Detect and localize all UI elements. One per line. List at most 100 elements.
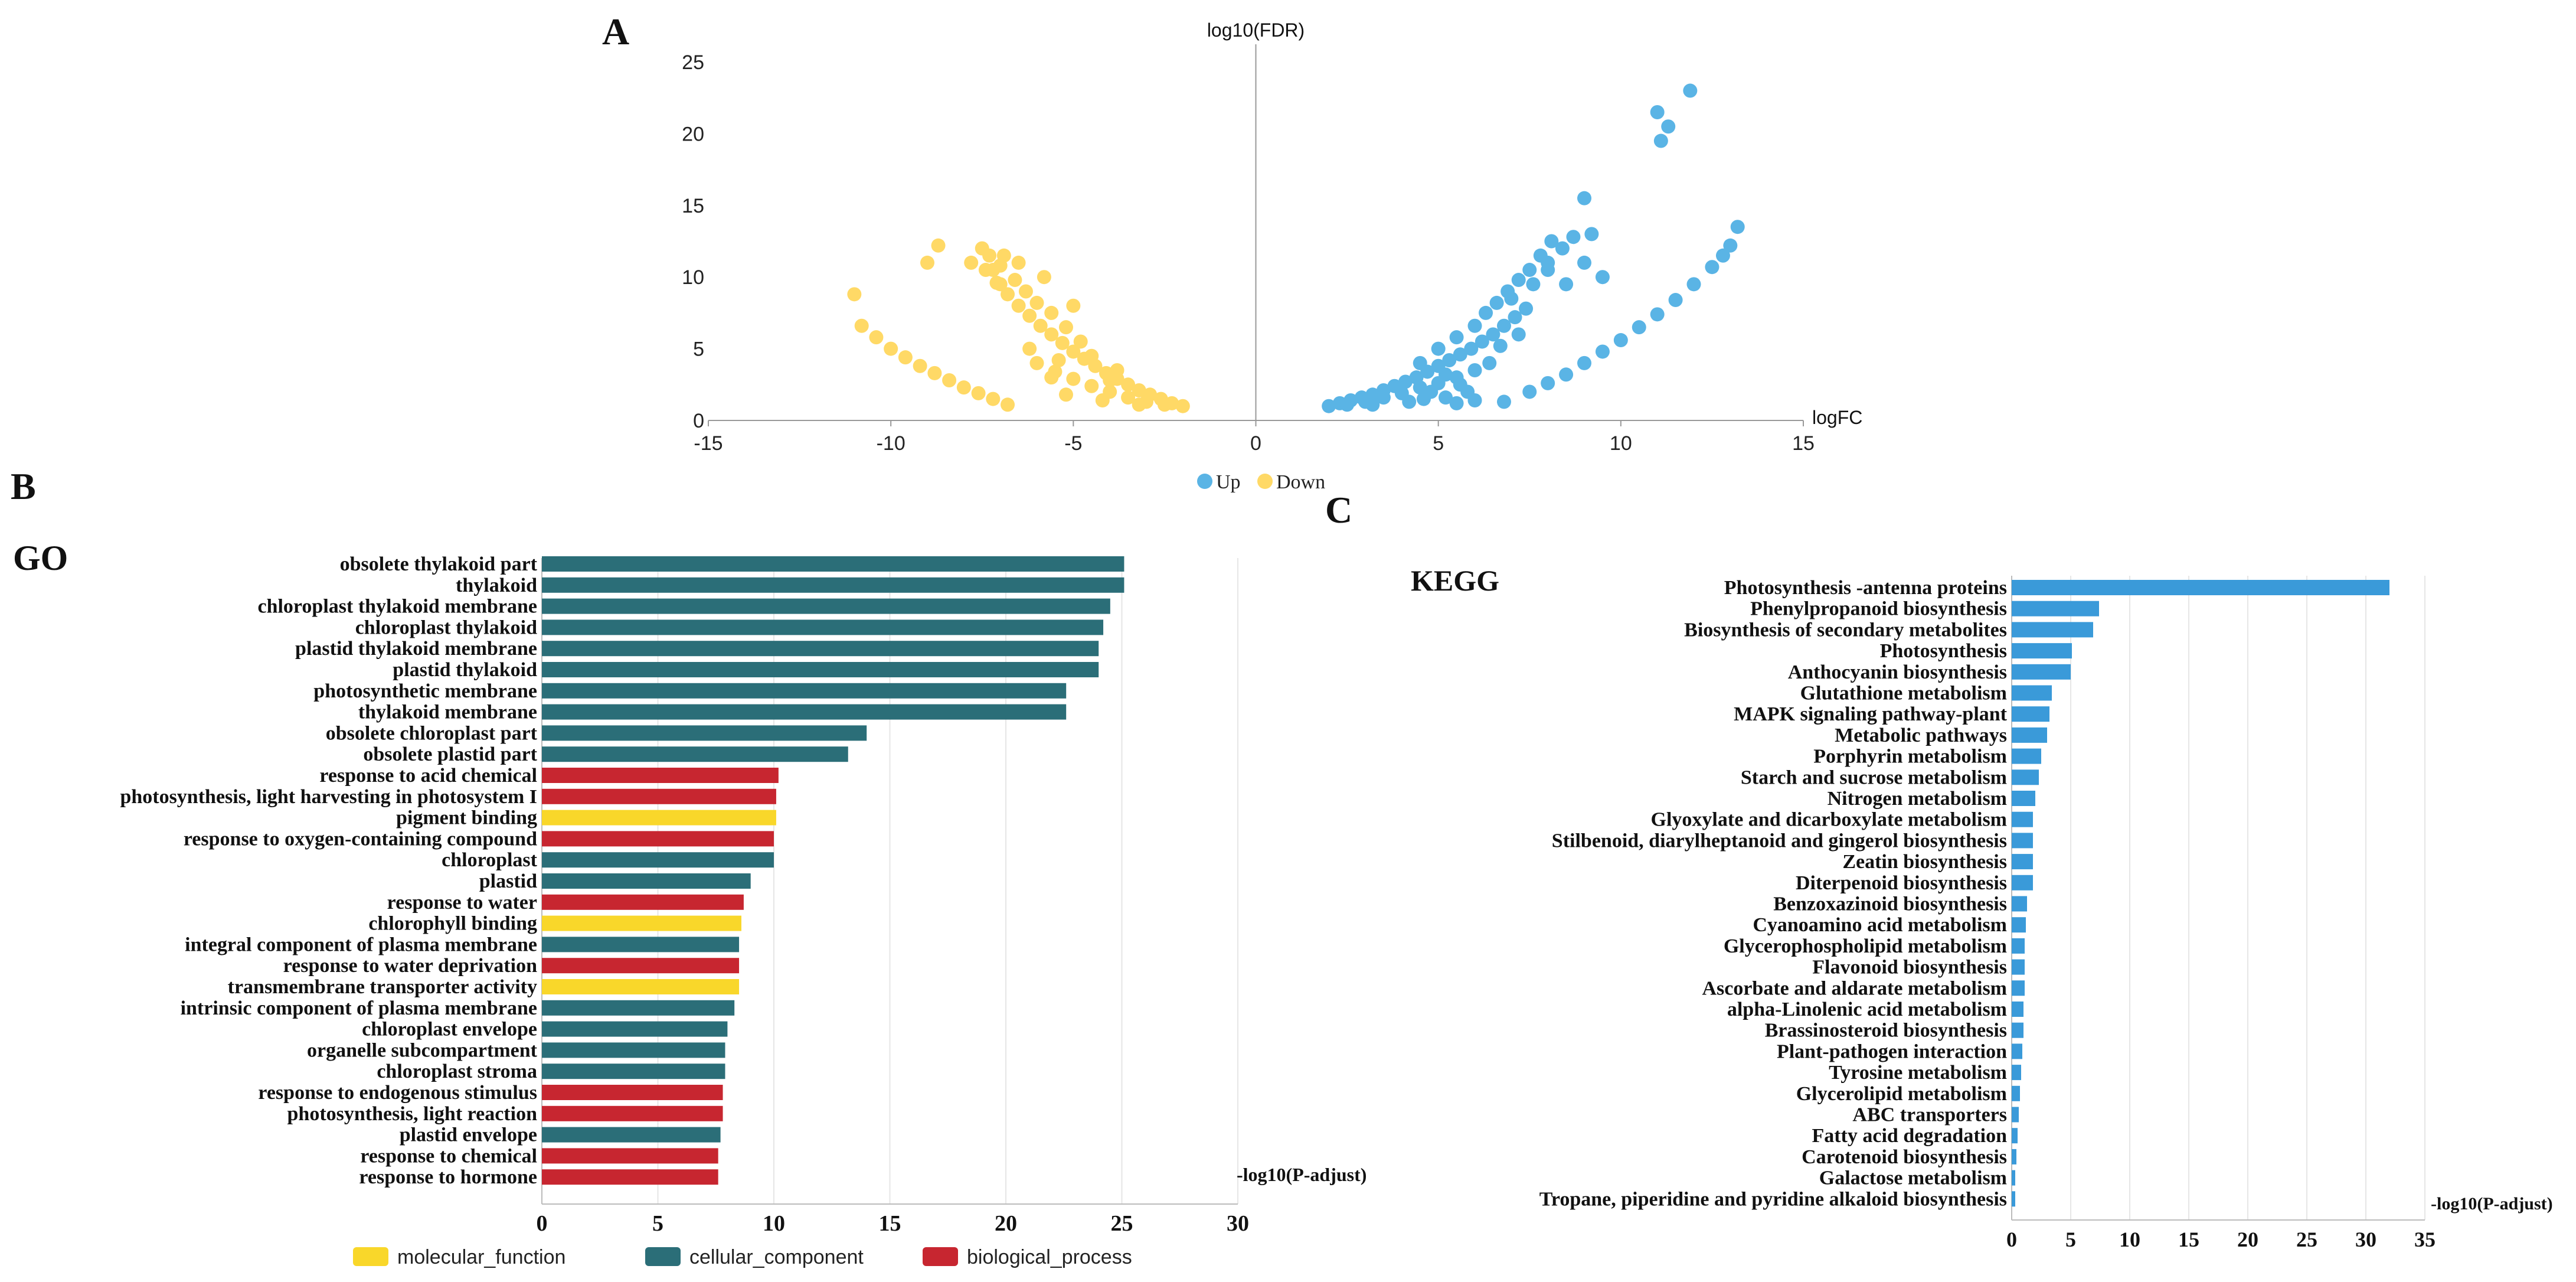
legend-swatch-biological-process — [923, 1247, 958, 1266]
bar-cellular-component — [542, 937, 740, 952]
scatter-point-down — [1055, 335, 1070, 350]
scatter-point-down — [1011, 255, 1026, 270]
bar — [2012, 1085, 2020, 1101]
bar — [2012, 643, 2072, 659]
bar — [2012, 833, 2033, 849]
scatter-point-up — [1489, 295, 1504, 310]
bar — [2012, 1022, 2023, 1038]
scatter-point-down — [993, 277, 1008, 292]
bar-cellular-component — [542, 725, 867, 741]
scatter-point-up — [1486, 327, 1501, 342]
scatter-point-down — [847, 287, 862, 302]
category-label: plastid thylakoid membrane — [295, 638, 537, 660]
scatter-point-down — [1044, 370, 1059, 385]
scatter-point-up — [1577, 191, 1591, 205]
category-label: Carotenoid biosynthesis — [1802, 1146, 2007, 1168]
scatter-point-down — [1110, 363, 1124, 378]
scatter-point-up — [1467, 393, 1482, 408]
scatter-point-down — [1157, 397, 1172, 412]
scatter-point-down — [1175, 399, 1190, 413]
scatter-point-up — [1467, 363, 1482, 378]
y-tick-label: 15 — [682, 195, 704, 217]
category-label: Fatty acid degradation — [1812, 1125, 2007, 1147]
scatter-point-down — [1051, 353, 1066, 368]
bar — [2012, 622, 2093, 638]
scatter-point-up — [1416, 392, 1431, 406]
category-label: Nitrogen metabolism — [1828, 788, 2007, 810]
scatter-point-down — [1001, 287, 1015, 302]
scatter-point-down — [1029, 295, 1044, 310]
category-label: Ascorbate and aldarate metabolism — [1702, 977, 2007, 999]
scatter-point-up — [1453, 347, 1467, 362]
category-label: Flavonoid biosynthesis — [1812, 957, 2007, 978]
y-tick-label: 20 — [682, 123, 704, 145]
bar-biological-process — [542, 1148, 718, 1164]
scatter-point-down — [1033, 318, 1048, 333]
bar-cellular-component — [542, 1064, 725, 1079]
scatter-point-up — [1376, 390, 1391, 405]
scatter-point-down — [1022, 341, 1037, 356]
category-label: obsolete thylakoid part — [340, 553, 538, 575]
scatter-point-down — [996, 248, 1011, 263]
scatter-point-up — [1322, 399, 1336, 413]
bar — [2012, 1191, 2015, 1207]
scatter-point-up — [1555, 241, 1570, 256]
category-label: photosynthesis, light harvesting in phot… — [120, 786, 537, 808]
bar — [2012, 1043, 2022, 1059]
scatter-point-down — [898, 350, 913, 365]
panel-a-volcano-plot: A -15 -10 -5 0 5 10 15 0 5 10 15 20 25 log10(FDR) logFC… — [602, 11, 1862, 493]
scatter-point-up — [1365, 397, 1380, 412]
y-tick-label: 10 — [682, 266, 704, 289]
category-label: Zeatin biosynthesis — [1842, 851, 2007, 873]
category-label: response to water — [387, 892, 537, 914]
panel-letter-a: A — [602, 11, 629, 53]
x-tick-label: -15 — [694, 432, 723, 455]
scatter-point-up — [1723, 238, 1738, 253]
scatter-point-down — [986, 263, 1001, 278]
scatter-point-up — [1577, 355, 1591, 370]
scatter-point-down — [913, 358, 927, 373]
bar — [2012, 580, 2389, 595]
bar — [2012, 1128, 2018, 1144]
scatter-point-down — [1058, 320, 1073, 335]
bar — [2012, 1149, 2016, 1164]
bar — [2012, 1002, 2023, 1017]
scatter-point-up — [1475, 334, 1489, 349]
bar-cellular-component — [542, 1021, 728, 1037]
legend-swatch-molecular-function — [353, 1247, 388, 1266]
category-label: Glycerolipid metabolism — [1796, 1083, 2007, 1105]
category-label: response to oxygen-containing compound — [184, 828, 537, 850]
category-label: MAPK signaling pathway-plant — [1734, 703, 2008, 725]
bar — [2012, 769, 2039, 785]
scatter-point-up — [1715, 248, 1730, 263]
x-tick-label: 15 — [2178, 1228, 2199, 1251]
y-tick-label: 25 — [682, 51, 704, 74]
bar-cellular-component — [542, 619, 1104, 635]
scatter-point-up — [1650, 105, 1665, 119]
bar — [2012, 980, 2025, 996]
scatter-point-up — [1650, 307, 1665, 322]
x-tick-label: -10 — [877, 432, 905, 455]
scatter-point-down — [1121, 390, 1136, 405]
y-axis-title: log10(FDR) — [1207, 19, 1305, 41]
scatter-point-up — [1431, 341, 1446, 356]
x-tick-label: 30 — [1227, 1211, 1249, 1236]
scatter-point-up — [1519, 301, 1534, 316]
bar-biological-process — [542, 768, 779, 783]
scatter-point-up — [1511, 273, 1526, 288]
scatter-point-down — [942, 373, 957, 388]
category-label: response to endogenous stimulus — [258, 1082, 537, 1104]
x-tick-label: 20 — [995, 1211, 1017, 1236]
x-tick-label: 0 — [1250, 432, 1261, 455]
bar-cellular-component — [542, 852, 774, 868]
category-label: Galactose metabolism — [1819, 1167, 2007, 1189]
scatter-point-up — [1340, 397, 1355, 412]
category-label: photosynthesis, light reaction — [287, 1103, 538, 1125]
scatter-point-down — [1132, 383, 1146, 398]
scatter-point-down — [1029, 355, 1044, 370]
category-label: Porphyrin metabolism — [1813, 746, 2007, 768]
category-label: chloroplast thylakoid membrane — [257, 596, 537, 618]
scatter-point-up — [1449, 330, 1464, 345]
category-label: obsolete plastid part — [363, 743, 537, 765]
